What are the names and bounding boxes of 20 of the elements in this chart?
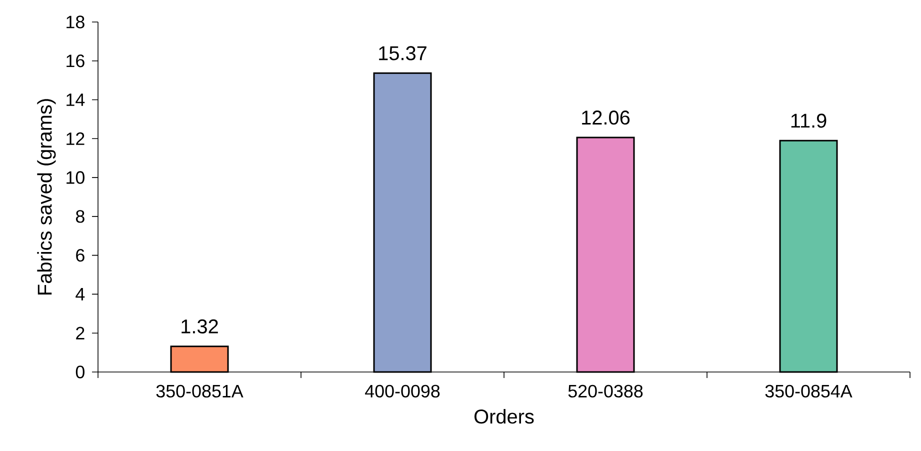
y-tick-label: 16 <box>66 54 84 68</box>
data-label: 11.9 <box>791 114 826 128</box>
y-tick-label: 18 <box>66 16 84 28</box>
data-label: 15.37 <box>379 46 426 60</box>
y-tick-label: 2 <box>76 326 84 340</box>
y-tick-label: 4 <box>76 288 85 300</box>
y-axis-title: Fabrics saved (grams) <box>37 99 56 294</box>
y-tick-label: 14 <box>66 94 85 106</box>
y-tick-label: 12 <box>66 132 84 145</box>
x-tick-label: 350-0854A <box>765 384 852 398</box>
y-tick-label: 8 <box>76 210 84 223</box>
x-tick-label: 520-0388 <box>568 384 643 398</box>
data-label: 12.06 <box>582 110 630 125</box>
x-tick-label: 350-0851A <box>156 384 244 398</box>
y-tick-label: 0 <box>76 366 84 378</box>
x-axis-title: Orders <box>474 409 534 424</box>
data-label: 1.32 <box>182 319 218 334</box>
y-tick-label: 6 <box>76 248 84 262</box>
x-tick-label: 400-0098 <box>365 384 440 398</box>
y-tick-label: 10 <box>66 171 84 184</box>
